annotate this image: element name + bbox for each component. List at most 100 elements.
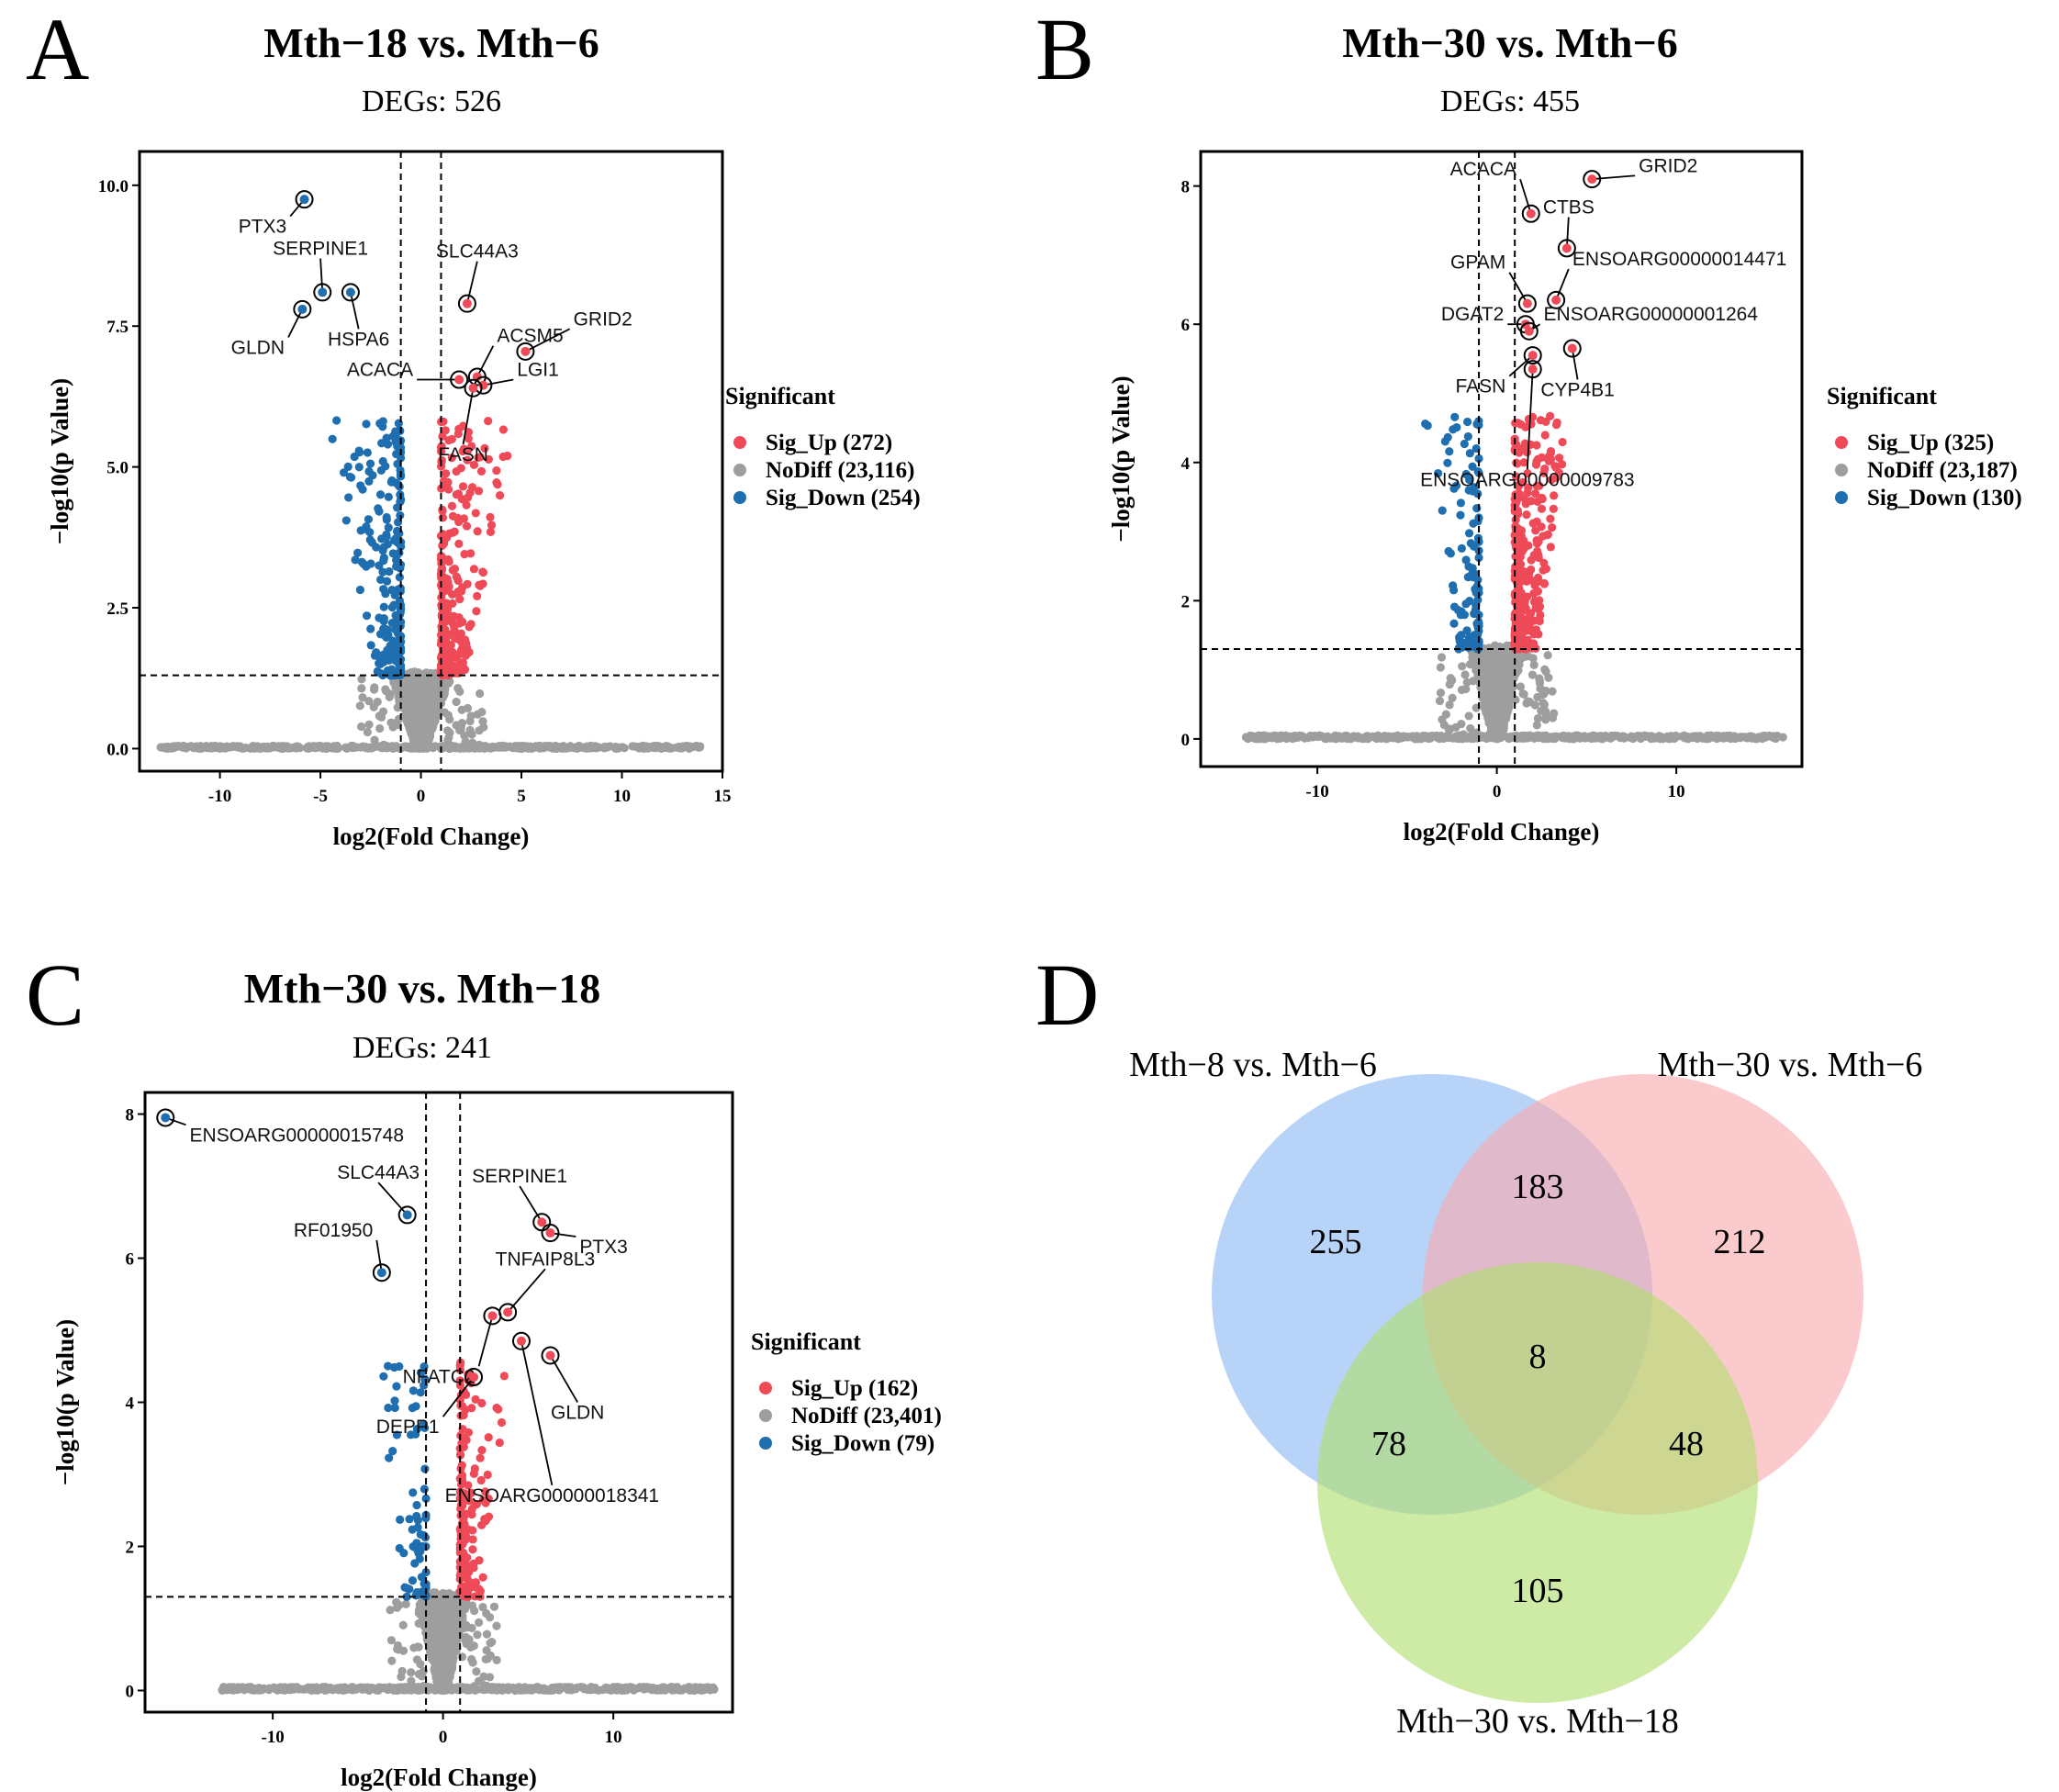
gene-point xyxy=(1527,364,1538,375)
down-point xyxy=(344,493,353,502)
nodiff-point xyxy=(433,702,442,711)
nodiff-point xyxy=(290,1683,299,1692)
down-point xyxy=(1443,458,1452,467)
x-tick-label: -10 xyxy=(1305,782,1328,801)
up-point xyxy=(441,648,450,657)
up-point xyxy=(1539,558,1549,567)
up-point xyxy=(1539,566,1548,575)
nodiff-point xyxy=(455,687,464,696)
up-point xyxy=(486,512,495,521)
nodiff-point xyxy=(1472,728,1482,737)
nodiff-point xyxy=(463,1685,472,1694)
down-point xyxy=(387,476,397,486)
nodiff-point xyxy=(341,743,351,752)
gene-label: ACACA xyxy=(347,360,413,381)
down-point xyxy=(391,562,401,571)
nodiff-point xyxy=(350,743,359,752)
nodiff-point xyxy=(645,743,655,752)
legend-marker xyxy=(733,436,746,449)
nodiff-point xyxy=(375,1683,384,1692)
up-point xyxy=(462,500,471,510)
gene-label-leader xyxy=(1526,369,1534,470)
gene-point-ring xyxy=(457,294,476,313)
nodiff-point xyxy=(1519,733,1528,742)
nodiff-point xyxy=(358,742,367,751)
up-point xyxy=(1546,543,1555,552)
up-point xyxy=(1537,453,1547,462)
nodiff-point xyxy=(564,1686,573,1695)
gene-point-ring xyxy=(516,342,535,361)
up-point xyxy=(443,477,453,487)
gene-label: PTX3 xyxy=(239,217,287,238)
up-point xyxy=(1514,596,1523,605)
up-point xyxy=(496,491,505,500)
gene-point-ring xyxy=(1519,321,1539,341)
nodiff-point xyxy=(1496,682,1505,691)
nodiff-point xyxy=(1429,732,1438,741)
gene-label-leader xyxy=(476,345,495,377)
x-axis-label: log2(Fold Change) xyxy=(333,823,530,850)
nodiff-point xyxy=(494,1685,503,1694)
nodiff-point xyxy=(401,742,410,752)
nodiff-point xyxy=(1362,732,1371,741)
nodiff-point xyxy=(445,728,454,737)
gene-label: ENSOARG00000014471 xyxy=(1572,249,1787,270)
up-point xyxy=(440,666,449,676)
gene-label: ACSM5 xyxy=(497,326,563,347)
gene-label: GRID2 xyxy=(574,308,632,330)
gene-point xyxy=(462,298,472,308)
nodiff-point xyxy=(1468,658,1477,667)
gene-label: ACACA xyxy=(1450,159,1516,180)
nodiff-point xyxy=(1569,734,1578,744)
down-point xyxy=(351,555,360,565)
nodiff-point xyxy=(363,727,372,737)
up-point xyxy=(474,453,483,463)
up-point xyxy=(484,1433,493,1442)
nodiff-point xyxy=(675,742,684,752)
nodiff-point xyxy=(1586,734,1596,743)
nodiff-point xyxy=(1494,672,1504,681)
gene-point-ring xyxy=(1557,239,1576,258)
down-point xyxy=(343,462,352,471)
nodiff-point xyxy=(492,1621,501,1630)
down-point xyxy=(1457,543,1466,553)
nodiff-point xyxy=(414,1608,423,1618)
gene-point xyxy=(1567,343,1577,353)
nodiff-point xyxy=(440,1645,450,1654)
nodiff-point xyxy=(1409,732,1418,742)
down-point xyxy=(396,641,405,650)
legend-item: NoDiff (23,187) xyxy=(1867,458,2018,483)
nodiff-point xyxy=(1480,701,1489,711)
up-point xyxy=(465,488,475,498)
nodiff-point xyxy=(1343,734,1352,744)
nodiff-point xyxy=(446,1602,455,1611)
up-point xyxy=(454,539,464,549)
nodiff-point xyxy=(1575,734,1584,743)
nodiff-point xyxy=(1436,663,1445,672)
down-point xyxy=(1456,510,1465,520)
gene-point xyxy=(520,346,531,356)
gene-point-ring xyxy=(1521,204,1540,223)
nodiff-point xyxy=(539,743,548,752)
nodiff-point xyxy=(1501,698,1511,707)
nodiff-point xyxy=(370,735,379,745)
up-point xyxy=(442,599,452,608)
nodiff-point xyxy=(1548,687,1557,696)
down-point xyxy=(1461,599,1471,609)
nodiff-point xyxy=(373,697,382,707)
down-point xyxy=(375,651,384,661)
nodiff-point xyxy=(1490,729,1499,738)
up-point xyxy=(1554,454,1564,463)
nodiff-point xyxy=(449,1654,458,1663)
nodiff-point xyxy=(1532,721,1541,730)
nodiff-point xyxy=(468,1658,477,1667)
up-point xyxy=(472,607,481,616)
nodiff-point xyxy=(583,743,592,752)
nodiff-point xyxy=(1457,719,1466,729)
down-point xyxy=(1473,576,1483,585)
up-point xyxy=(476,466,487,476)
nodiff-point xyxy=(1277,731,1286,740)
nodiff-point xyxy=(481,1654,490,1664)
nodiff-point xyxy=(1536,684,1545,693)
